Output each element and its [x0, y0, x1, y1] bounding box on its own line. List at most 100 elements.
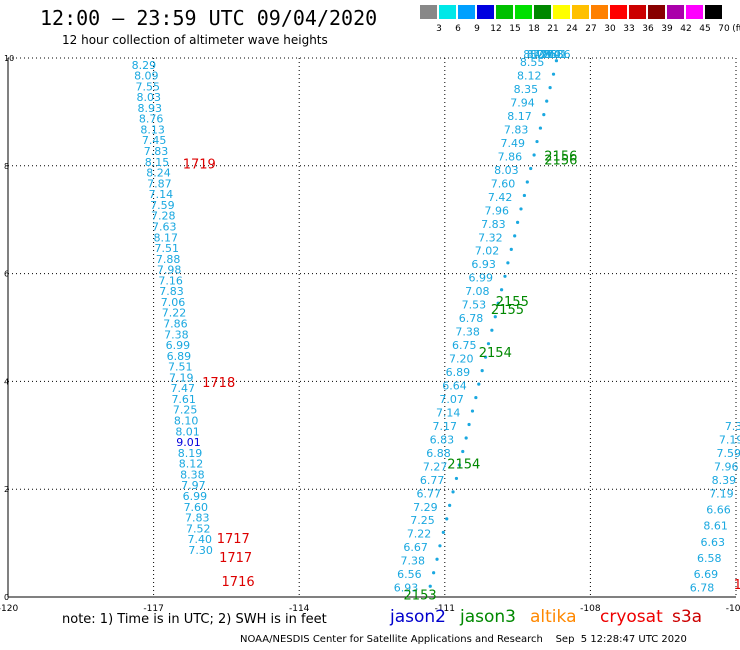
data-point-label: 8.15: [145, 156, 170, 169]
legend-swatch: [534, 5, 551, 19]
data-point-label: 9.01: [176, 436, 201, 449]
data-point-label: 7.60: [184, 501, 209, 514]
data-point: [522, 193, 526, 198]
data-point-label: 6.99: [468, 272, 493, 285]
legend-swatch: [420, 5, 437, 19]
y-tick-label: 2: [4, 485, 9, 494]
data-point-label: 7.53: [462, 299, 487, 312]
data-point-label: 8.24: [146, 167, 171, 180]
data-point-label: 8.35: [514, 83, 539, 96]
legend-swatch: [591, 5, 608, 19]
legend-unit: (ft): [732, 24, 740, 34]
data-point-label: 7.96: [484, 204, 509, 217]
data-point-label: 8.13: [140, 123, 165, 136]
data-point: [545, 99, 549, 103]
data-point-label: 6.93: [394, 582, 419, 595]
data-point-label: 8.10: [174, 415, 199, 428]
data-point-label: 6.99: [166, 339, 191, 352]
data-point-label: 6.56: [397, 568, 422, 581]
y-tick-label: 0: [4, 593, 9, 602]
data-point: [519, 207, 523, 211]
data-point: [432, 571, 436, 575]
data-point: [496, 301, 500, 305]
legend-swatch: [667, 5, 684, 19]
data-point-label: 7.41: [543, 48, 568, 61]
axis-ticks: -120 -117 -114 -111 -108 -105 0 2 4 6 8 10: [0, 54, 740, 614]
data-point-label: 7.63: [152, 220, 177, 233]
data-point-label: 6.78: [690, 582, 715, 595]
pass-number-label: 2156: [544, 149, 577, 164]
legend-label: 33: [623, 24, 635, 34]
data-point-label: 6.89: [167, 350, 192, 363]
legend-label: 45: [699, 24, 711, 34]
pass-number-label: 2154: [447, 458, 480, 473]
data-point-label: 8.17: [507, 110, 532, 123]
data-point-label: 7.60: [491, 177, 516, 190]
pass-number-label: 1717: [219, 551, 252, 566]
pass-number-label: 1716: [222, 575, 255, 590]
data-point: [448, 503, 452, 507]
legend-label: 36: [642, 24, 654, 34]
data-point-label: 6.66: [706, 503, 731, 516]
data-point-label: 6.99: [183, 490, 208, 503]
legend-label: 15: [509, 24, 521, 34]
data-point-label: 6.69: [694, 568, 719, 581]
data-point: [503, 274, 507, 278]
satellite-cryosat: cryosat: [600, 607, 663, 627]
data-point: [438, 544, 442, 548]
data-point: [483, 355, 488, 359]
data-point-label: 7.40: [187, 533, 212, 546]
data-point: [538, 126, 543, 130]
legend-swatch: [515, 5, 532, 19]
data-point-label: 6.63: [700, 536, 725, 549]
data-point-label: 8.61: [703, 520, 728, 533]
x-tick-label: -105: [726, 604, 740, 614]
data-point: [529, 166, 533, 171]
data-point-label: 7.27: [423, 460, 448, 473]
legend-label: 30: [604, 24, 616, 34]
data-marks: 8.298.097.558.038.938.768.137.457.838.15…: [132, 48, 740, 595]
data-point-label: 8.12: [179, 458, 204, 471]
data-point-label: 6.77: [420, 474, 445, 487]
data-point-label: 7.25: [173, 404, 198, 417]
data-point: [506, 261, 510, 265]
data-point-label: 6.64: [442, 379, 467, 392]
x-tick-label: -120: [0, 604, 18, 614]
pass-number-label: 2155: [496, 295, 529, 310]
data-point-label: 8.55: [520, 56, 545, 69]
legend-label: 12: [490, 24, 502, 34]
data-point-label: 8.03: [494, 164, 519, 177]
data-point-label: 8.42: [523, 48, 548, 61]
data-point: [457, 463, 461, 467]
legend-swatch: [496, 5, 513, 19]
data-point-label: 7.36: [546, 48, 571, 61]
data-point-label: 6.88: [426, 447, 451, 460]
data-point: [554, 59, 559, 63]
data-point-label: 8.09: [134, 70, 159, 83]
data-point-label: 7.55: [136, 80, 161, 93]
footnote: note: 1) Time is in UTC; 2) SWH is in fe…: [62, 612, 327, 627]
data-point: [480, 369, 484, 373]
data-point-label: 7.83: [144, 145, 169, 158]
data-point: [490, 328, 494, 332]
pass-number-label: 1718: [202, 376, 235, 391]
data-point-label: 7.22: [162, 307, 187, 320]
data-point-label: 7.83: [504, 123, 529, 136]
data-point-label: 7.61: [171, 393, 196, 406]
legend-swatch: [477, 5, 494, 19]
y-tick-label: 6: [4, 270, 9, 279]
data-point: [467, 422, 471, 427]
data-point-label: 7.38: [455, 326, 480, 339]
data-point-label: 7.94: [510, 97, 535, 110]
data-point: [428, 584, 432, 588]
data-point: [516, 220, 520, 224]
data-point-label: 6.93: [471, 258, 496, 271]
pass-number-label: 1717: [217, 532, 250, 547]
data-point-label: 7.83: [481, 218, 506, 231]
data-point-label: 7.45: [142, 134, 167, 147]
pass-number-label: 2153: [404, 589, 437, 604]
legend-swatch: [686, 5, 703, 19]
data-point-label: 7.32: [478, 231, 503, 244]
data-point-label: 7.70: [536, 48, 561, 61]
